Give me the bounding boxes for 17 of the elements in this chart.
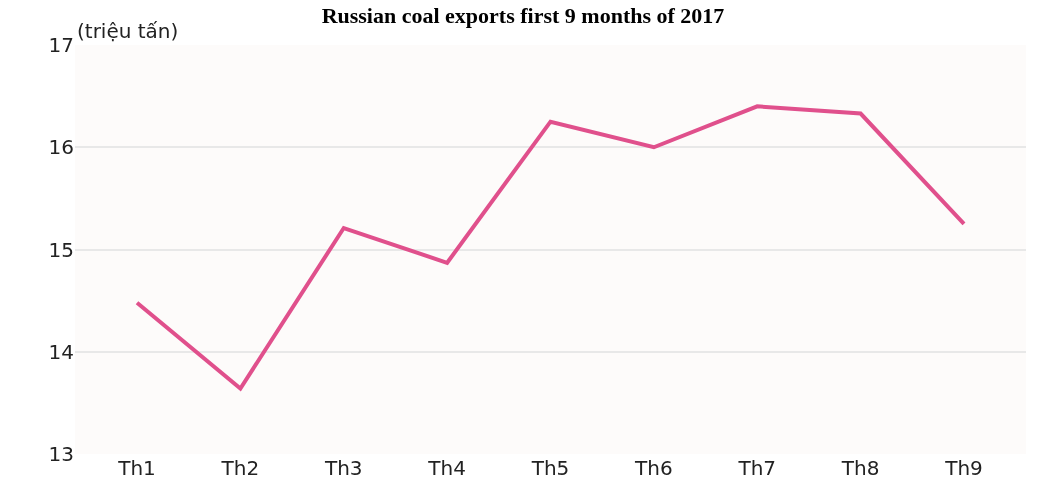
x-tick-label: Th3: [323, 456, 363, 480]
y-tick-label: 15: [48, 237, 74, 262]
y-tick-label: 17: [48, 33, 74, 57]
y-tick-label: 13: [48, 442, 74, 466]
x-tick-label: Th2: [220, 456, 260, 480]
x-tick-label: Th4: [427, 456, 466, 480]
y-tick-label: 16: [48, 135, 74, 160]
y-tick-label: 14: [48, 339, 74, 364]
x-tick-label: Th6: [634, 456, 673, 480]
x-tick-label: Th8: [840, 456, 880, 480]
chart-title: Russian coal exports first 9 months of 2017: [321, 2, 725, 28]
x-tick-label: Th7: [737, 456, 777, 480]
x-tick-label: Th1: [117, 456, 156, 480]
x-tick-label: Th9: [944, 456, 983, 480]
y-axis-title: (triệu tấn): [77, 19, 179, 43]
x-tick-label: Th5: [530, 456, 570, 480]
line-series: [135, 104, 966, 391]
